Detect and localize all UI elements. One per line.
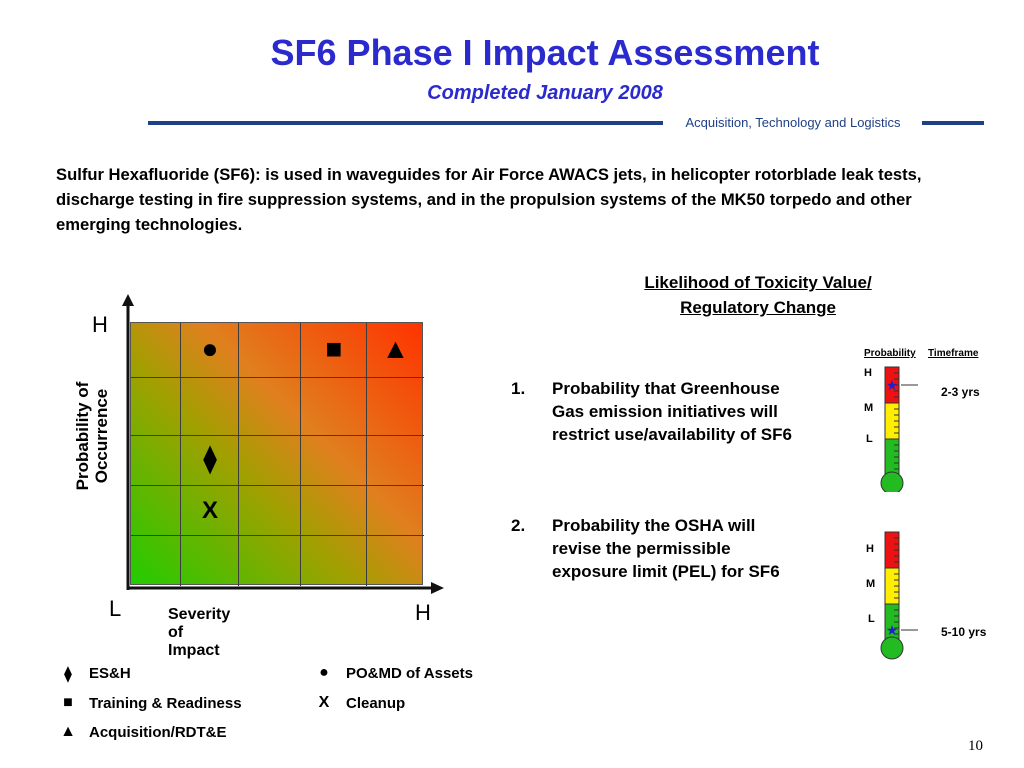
intro-paragraph: Sulfur Hexafluoride (SF6): is used in wa… — [56, 165, 922, 234]
matrix-cell — [181, 536, 239, 586]
legend-label-pomd: PO&MD of Assets — [346, 665, 473, 682]
legend-symbol-training: ■ — [63, 694, 73, 711]
matrix-cell — [367, 378, 424, 436]
matrix-cell — [131, 486, 181, 536]
legend-label-acquisition: Acquisition/RDT&E — [89, 724, 227, 741]
matrix-cell — [301, 486, 367, 536]
legend-symbol-esh: ⧫ — [64, 666, 72, 683]
matrix-cell — [239, 436, 301, 486]
x-axis-title: Severity of Impact — [168, 606, 231, 659]
item-1-line: Probability that Greenhouse — [552, 379, 780, 398]
y-axis-title-wrap: Probability of Occurrence — [73, 382, 133, 576]
matrix-cell — [181, 323, 239, 378]
page-subtitle: Completed January 2008 — [427, 82, 663, 104]
likelihood-heading: Likelihood of Toxicity Value/ Regulatory… — [600, 270, 916, 320]
matrix-cell — [367, 323, 424, 378]
thermo-bulb — [880, 636, 904, 660]
matrix-cell — [301, 378, 367, 436]
likelihood-heading-line1: Likelihood of Toxicity Value/ — [644, 273, 872, 292]
item-1-line: restrict use/availability of SF6 — [552, 425, 792, 444]
matrix-cell — [239, 378, 301, 436]
thermo1-label-m: M — [864, 402, 874, 414]
thermo1-timeframe: 2-3 yrs — [941, 385, 980, 399]
matrix-grid: ● ■ ▲ ⧫ X — [130, 322, 424, 586]
star-icon: ★ — [886, 623, 899, 639]
legend-label-cleanup: Cleanup — [346, 695, 406, 712]
item-1-line: Gas emission initiatives will — [552, 402, 778, 421]
matrix-cell — [181, 436, 239, 486]
thermometer-1: ★ — [880, 366, 918, 492]
matrix-axes — [122, 294, 444, 594]
page-number: 10 — [968, 738, 983, 754]
matrix-cell — [131, 436, 181, 486]
matrix-cell — [239, 486, 301, 536]
legend-symbol-acquisition: ▲ — [60, 723, 76, 740]
x-axis-high-label: H — [415, 600, 431, 625]
matrix-cell — [301, 323, 367, 378]
legend-label-training: Training & Readiness — [89, 695, 242, 712]
x-axis-low-label: L — [109, 596, 122, 621]
thermo1-label-h: H — [864, 367, 872, 379]
y-axis-title: Probability of Occurrence — [73, 381, 111, 491]
organization-label: Acquisition, Technology and Logistics — [685, 115, 901, 130]
matrix-cell — [131, 323, 181, 378]
marker-training: ■ — [325, 332, 343, 364]
matrix-cell — [367, 436, 424, 486]
matrix-cell — [301, 436, 367, 486]
marker-esh: ⧫ — [203, 443, 217, 474]
item-2-text: Probability the OSHA will revise the per… — [552, 514, 780, 583]
matrix-cell — [181, 378, 239, 436]
legend-label-esh: ES&H — [89, 665, 131, 682]
timeframe-column-label: Timeframe — [928, 348, 979, 359]
marker-acquisition: ▲ — [381, 332, 410, 364]
thermometer-2: ★ — [880, 531, 918, 660]
likelihood-heading-line2: Regulatory Change — [680, 298, 836, 317]
page-title: SF6 Phase I Impact Assessment — [270, 32, 820, 73]
thermo-bulb — [880, 471, 904, 492]
probability-column-label: Probability — [864, 348, 916, 359]
legend-symbol-pomd: ● — [319, 664, 329, 681]
matrix-cell — [367, 536, 424, 586]
matrix-cell — [239, 536, 301, 586]
legend-symbol-cleanup: X — [318, 694, 330, 711]
matrix-cell — [301, 536, 367, 586]
matrix-cell — [239, 323, 301, 378]
matrix-cell — [367, 486, 424, 536]
marker-cleanup: X — [201, 497, 218, 524]
thermo1-label-l: L — [866, 433, 873, 445]
thermo2-label-m: M — [866, 578, 876, 590]
matrix-cell — [181, 486, 239, 536]
matrix-cell — [131, 378, 181, 436]
item-2-line: exposure limit (PEL) for SF6 — [552, 562, 780, 581]
item-2-line: Probability the OSHA will — [552, 516, 756, 535]
item-1-number: 1. — [511, 379, 526, 398]
matrix-cell — [131, 536, 181, 586]
header-rule-left — [148, 121, 663, 125]
item-2-line: revise the permissible — [552, 539, 731, 558]
thermo2-label-l: L — [868, 613, 875, 625]
y-axis-high-label: H — [92, 312, 108, 337]
star-icon: ★ — [886, 378, 899, 394]
item-2-number: 2. — [511, 516, 526, 535]
thermo2-label-h: H — [866, 543, 874, 555]
marker-pomd: ● — [201, 332, 219, 364]
thermo2-timeframe: 5-10 yrs — [941, 625, 987, 639]
item-1-text: Probability that Greenhouse Gas emission… — [552, 377, 792, 446]
header-rule-right — [922, 121, 984, 125]
